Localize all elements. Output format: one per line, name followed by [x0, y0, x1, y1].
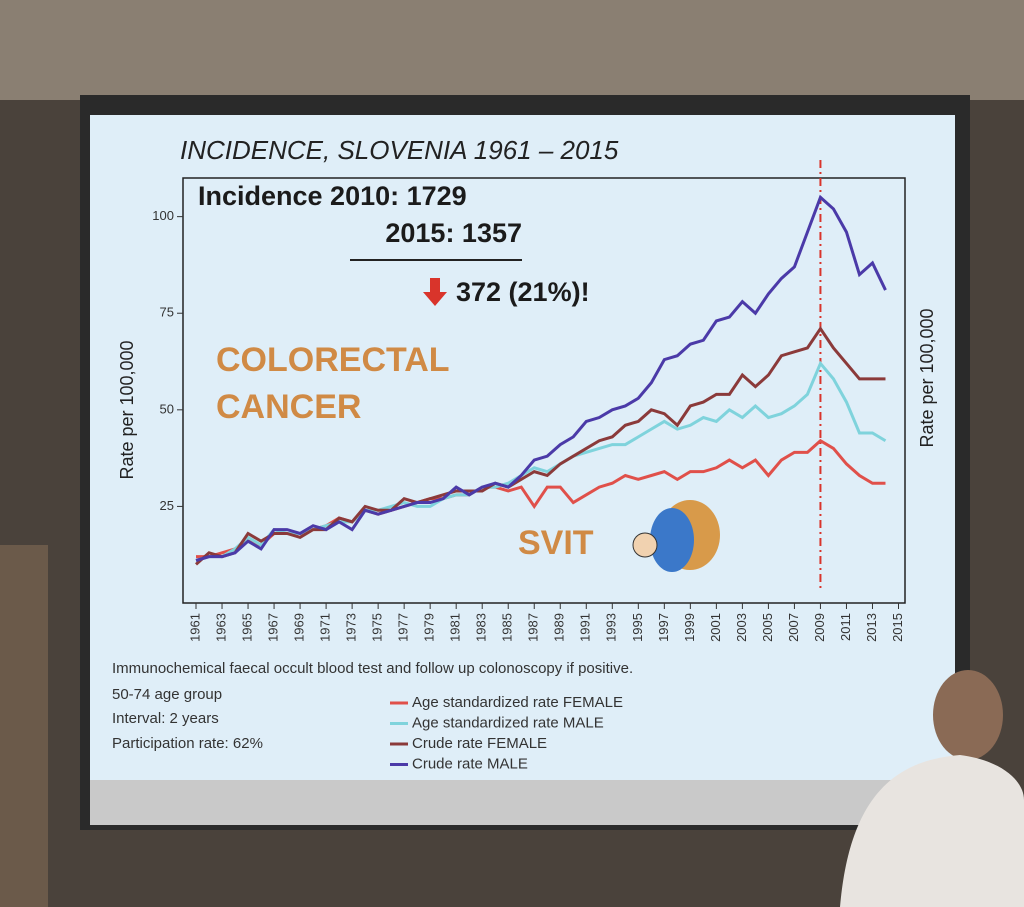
chart-title: INCIDENCE, SLOVENIA 1961 – 2015: [180, 135, 619, 165]
x-tick-label: 2011: [838, 613, 853, 641]
x-tick-label: 1971: [318, 613, 333, 642]
screen-bottom: [90, 780, 955, 825]
x-tick-label: 1989: [552, 613, 567, 642]
footnote: Interval: 2 years: [112, 710, 219, 727]
x-tick-label: 1987: [526, 613, 541, 642]
x-tick-label: 1967: [266, 613, 281, 642]
x-tick-label: 1995: [630, 613, 645, 642]
legend-label: Age standardized rate FEMALE: [412, 694, 623, 711]
x-tick-label: 1973: [344, 613, 359, 642]
x-tick-label: 1963: [213, 613, 228, 642]
y2-axis-label: Rate per 100,000: [917, 308, 937, 447]
legend-label: Crude rate MALE: [412, 755, 528, 772]
x-tick-label: 1965: [239, 613, 254, 642]
x-tick-label: 2007: [786, 613, 801, 642]
x-tick-label: 1981: [448, 613, 463, 642]
presenter-head: [933, 670, 1003, 760]
plot-frame: [182, 177, 906, 604]
icon-head: [632, 532, 658, 558]
presenter: [840, 670, 1024, 907]
series-line: [195, 325, 886, 566]
x-tick-label: 1997: [656, 613, 671, 642]
slide: [90, 115, 955, 780]
y-tick-label: 75: [160, 305, 174, 320]
ceiling: [0, 0, 1024, 100]
series-line: [195, 194, 887, 562]
x-tick-label: 2003: [734, 613, 749, 642]
x-tick-label: 1969: [292, 613, 307, 642]
x-tick-label: 2009: [812, 613, 827, 642]
y-tick-label: 50: [160, 401, 174, 416]
annotation: 2015: 1357: [385, 218, 522, 248]
x-tick-label: 1961: [187, 613, 202, 642]
x-tick-label: 2005: [760, 613, 775, 642]
icon-body: [650, 508, 694, 572]
x-tick-label: 1993: [604, 613, 619, 642]
x-tick-label: 1975: [370, 613, 385, 642]
annotation: COLORECTAL: [216, 341, 450, 379]
legend-label: Age standardized rate MALE: [412, 714, 604, 731]
x-tick-label: 2013: [864, 613, 879, 642]
y-tick-label: 100: [152, 208, 174, 223]
svit-icon: [632, 500, 720, 572]
x-tick-label: 1977: [396, 613, 411, 642]
presenter-body: [840, 755, 1024, 907]
x-tick-label: 1985: [500, 613, 515, 642]
x-tick-label: 1991: [578, 613, 593, 642]
x-tick-label: 1983: [474, 613, 489, 642]
x-tick-label: 2015: [890, 613, 905, 642]
x-tick-label: 1999: [682, 613, 697, 642]
legend-label: Crude rate FEMALE: [412, 735, 547, 752]
annotation: SVIT: [518, 524, 594, 562]
door: [0, 545, 48, 907]
down-arrow: [423, 278, 447, 306]
footnote: Participation rate: 62%: [112, 735, 263, 752]
x-tick-label: 1979: [422, 613, 437, 642]
y-axis-label: Rate per 100,000: [117, 340, 137, 479]
annotation: 372 (21%)!: [456, 277, 590, 307]
x-tick-label: 2001: [708, 613, 723, 642]
annotation: CANCER: [216, 388, 361, 426]
annotation: Incidence 2010: 1729: [198, 181, 467, 211]
footnote: 50-74 age group: [112, 686, 222, 703]
y-tick-label: 25: [160, 498, 174, 513]
footnote: Immunochemical faecal occult blood test …: [112, 660, 633, 677]
